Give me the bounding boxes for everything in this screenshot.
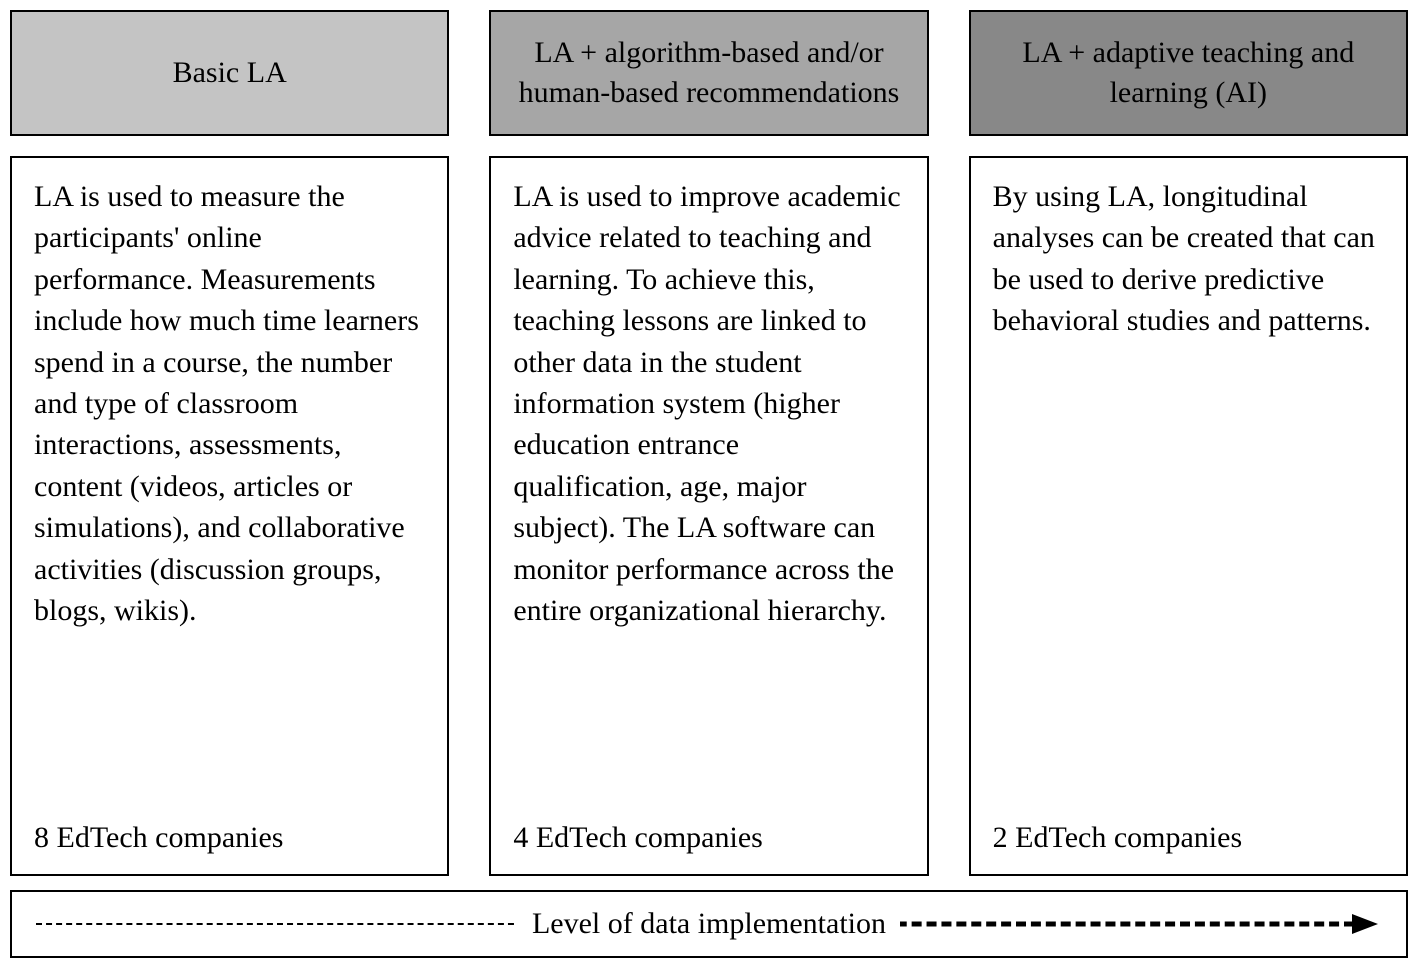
columns-row: Basic LA LA is used to measure the parti… — [10, 10, 1408, 876]
dash-line-right — [852, 922, 1354, 927]
column-basic-la: Basic LA LA is used to measure the parti… — [10, 10, 449, 876]
company-count-basic-la: 8 EdTech companies — [34, 817, 425, 858]
body-basic-la: LA is used to measure the participants' … — [10, 156, 449, 876]
body-la-adaptive: By using LA, longitudinal analyses can b… — [969, 156, 1408, 876]
footer-box: Level of data implementation — [10, 890, 1408, 958]
body-la-recommendations: LA is used to improve academic advice re… — [489, 156, 928, 876]
body-text-basic-la: LA is used to measure the participants' … — [34, 176, 425, 631]
company-count-la-adaptive: 2 EdTech companies — [993, 817, 1384, 858]
column-la-recommendations: LA + algorithm-based and/or human-based … — [489, 10, 928, 876]
arrow-head-icon — [1352, 914, 1378, 934]
body-text-la-adaptive: By using LA, longitudinal analyses can b… — [993, 176, 1384, 342]
column-la-adaptive: LA + adaptive teaching and learning (AI)… — [969, 10, 1408, 876]
header-la-recommendations: LA + algorithm-based and/or human-based … — [489, 10, 928, 136]
company-count-la-recommendations: 4 EdTech companies — [513, 817, 904, 858]
dash-line-left — [36, 923, 524, 925]
body-text-la-recommendations: LA is used to improve academic advice re… — [513, 176, 904, 631]
header-la-adaptive: LA + adaptive teaching and learning (AI) — [969, 10, 1408, 136]
diagram-container: Basic LA LA is used to measure the parti… — [10, 10, 1408, 958]
footer-label: Level of data implementation — [518, 907, 900, 941]
header-basic-la: Basic LA — [10, 10, 449, 136]
